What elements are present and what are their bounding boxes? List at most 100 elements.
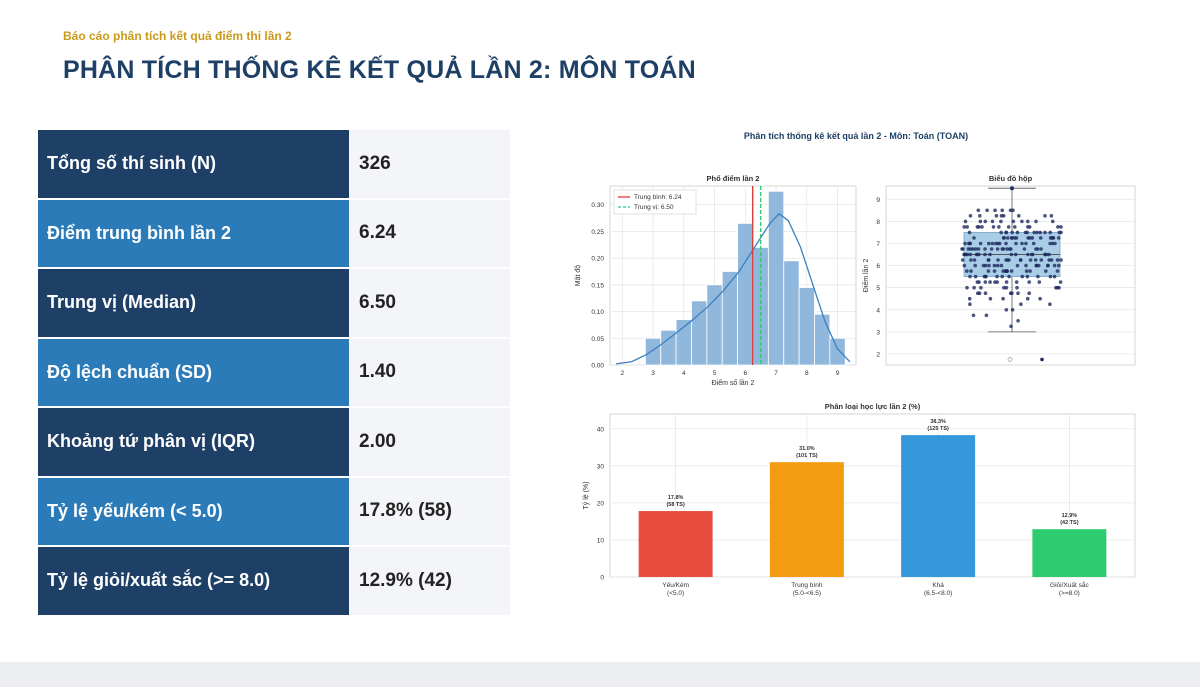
- data-point: [1014, 241, 1018, 246]
- x-tick-label: 9: [836, 370, 840, 377]
- data-point: [1039, 258, 1044, 262]
- data-point: [971, 313, 976, 318]
- data-point: [983, 280, 988, 284]
- data-point: [976, 247, 981, 251]
- data-point: [988, 280, 992, 284]
- data-point: [1056, 225, 1060, 229]
- data-point: [1049, 258, 1054, 262]
- data-point: [1002, 285, 1006, 290]
- data-point: [984, 313, 989, 318]
- data-point: [999, 230, 1003, 235]
- histogram-bar: [737, 223, 754, 366]
- data-point: [963, 241, 967, 246]
- data-point: [1030, 236, 1035, 240]
- histogram-xlabel: Điểm số lần 2: [712, 378, 755, 387]
- data-point: [1046, 263, 1050, 268]
- y-tick-label: 0.05: [591, 336, 604, 343]
- data-point: [1008, 247, 1012, 251]
- data-point: [987, 241, 991, 246]
- x-tick-label: 2: [620, 370, 624, 377]
- data-point: [983, 252, 987, 257]
- stat-row: Trung vị (Median) 6.50: [38, 269, 510, 339]
- y-tick-label: 4: [876, 307, 880, 314]
- stat-value: 6.24: [349, 199, 510, 269]
- data-point: [965, 225, 969, 229]
- data-point: [977, 291, 982, 295]
- data-point: [987, 263, 991, 268]
- stat-value: 12.9% (42): [349, 547, 510, 617]
- category-label: Khá: [932, 582, 944, 589]
- data-point: [1004, 230, 1009, 235]
- data-point: [1048, 236, 1053, 240]
- data-point: [969, 258, 973, 262]
- data-point: [960, 258, 965, 262]
- stat-label: Tỷ lệ giỏi/xuất sắc (>= 8.0): [38, 547, 349, 617]
- data-point: [1038, 236, 1043, 240]
- data-point: [975, 280, 980, 284]
- legend-median-label: Trung vị: 6.50: [634, 204, 674, 211]
- category-label: Yếu/Kém: [662, 580, 689, 589]
- data-point: [1024, 263, 1028, 268]
- legend-box: [613, 189, 697, 215]
- data-point: [1009, 252, 1014, 257]
- data-point: [973, 274, 978, 279]
- bar-value-label: 31.0%: [799, 446, 815, 452]
- data-point: [999, 263, 1004, 268]
- data-point: [972, 236, 976, 240]
- y-tick-label: 5: [876, 285, 880, 292]
- category-bar: [1032, 529, 1107, 577]
- data-point: [1033, 258, 1038, 262]
- y-tick-label: 20: [597, 500, 605, 507]
- category-range-label: (>=8.0): [1059, 590, 1080, 597]
- data-point: [1026, 252, 1030, 257]
- y-tick-label: 0.00: [591, 363, 604, 370]
- histogram-bar: [814, 313, 831, 366]
- data-point: [1010, 230, 1014, 235]
- histogram-legend: Trung bình: 6.24 Trung vị: 6.50: [613, 189, 697, 215]
- data-point: [1014, 280, 1019, 284]
- data-point: [1008, 208, 1013, 213]
- outlier-point: [1007, 357, 1013, 362]
- data-point: [1052, 263, 1057, 268]
- data-point: [1013, 225, 1017, 229]
- stat-row: Khoảng tứ phân vị (IQR) 2.00: [38, 408, 510, 478]
- stat-value: 2.00: [349, 408, 510, 478]
- data-point: [1048, 302, 1052, 306]
- data-point: [1055, 258, 1060, 262]
- data-point: [971, 247, 975, 251]
- data-point: [1051, 236, 1056, 240]
- histogram-title: Phổ điểm lần 2: [707, 174, 760, 183]
- data-point: [1004, 241, 1008, 246]
- stat-label: Khoảng tứ phân vị (IQR): [38, 408, 349, 478]
- category-chart-ylabel: Tỷ lệ (%): [583, 482, 590, 510]
- data-point: [1008, 291, 1013, 295]
- data-point: [965, 285, 969, 290]
- data-point: [1026, 219, 1030, 224]
- data-point: [972, 285, 976, 290]
- data-point: [992, 263, 997, 268]
- y-tick-label: 3: [876, 329, 880, 336]
- y-tick-label: 0: [600, 575, 604, 582]
- data-point: [1015, 230, 1020, 235]
- data-point: [965, 252, 969, 257]
- bar-count-label: (58 TS): [666, 502, 685, 508]
- data-point: [995, 274, 999, 279]
- data-point: [1035, 230, 1039, 235]
- data-point: [1007, 274, 1011, 279]
- data-point: [1048, 274, 1053, 279]
- data-point: [1022, 247, 1027, 251]
- data-point: [1019, 302, 1023, 306]
- data-point: [985, 208, 989, 213]
- data-point: [1047, 252, 1051, 257]
- y-tick-label: 0.20: [591, 256, 604, 263]
- data-point: [962, 252, 966, 257]
- data-point: [1016, 319, 1020, 323]
- category-label: Trung bình: [791, 582, 823, 589]
- histogram-bar: [783, 260, 800, 366]
- data-point: [994, 214, 999, 218]
- stat-row: Tổng số thí sinh (N) 326: [38, 130, 510, 200]
- data-point: [1016, 291, 1020, 295]
- bar-value-label: 38.3%: [930, 419, 946, 425]
- y-tick-label: 40: [597, 426, 605, 433]
- histogram-bar: [644, 337, 662, 366]
